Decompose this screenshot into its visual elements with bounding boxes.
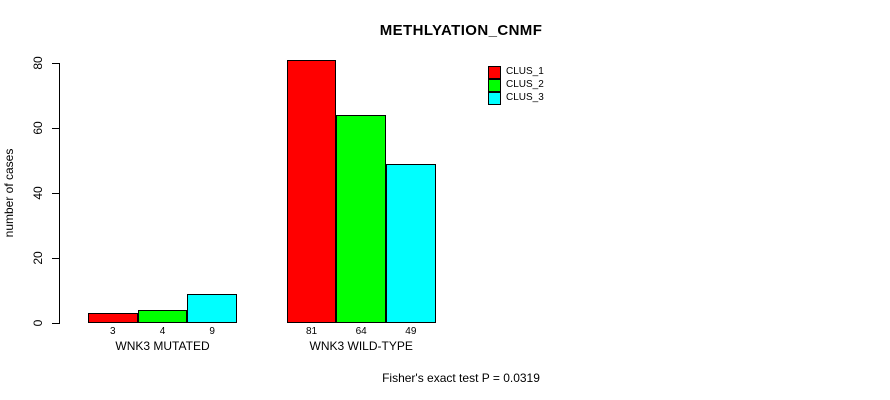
bar-value-label: 9 [209,326,215,337]
bar-wnk3-wild-type-clus-3 [386,163,436,323]
x-category-label-wnk3-wild-type: WNK3 WILD-TYPE [309,339,413,353]
y-axis-tick [52,323,59,324]
legend: CLUS_1 CLUS_2 CLUS_3 [488,65,544,105]
legend-item-clus-3: CLUS_3 [488,91,544,105]
legend-swatch-clus-1 [488,65,501,79]
y-axis-line [59,63,60,324]
bar-wnk3-mutated-clus-1 [88,313,138,323]
legend-label: CLUS_3 [506,92,544,103]
bar-value-label: 49 [405,326,417,337]
y-axis-tick-label: 80 [31,56,45,70]
y-axis-tick-label: 20 [31,251,45,265]
bar-wnk3-mutated-clus-3 [187,293,237,323]
y-axis-tick [52,193,59,194]
bar-wnk3-wild-type-clus-1 [286,59,337,323]
chart-title: METHLYATION_CNMF [379,22,543,39]
bar-value-label: 4 [159,326,166,337]
legend-swatch-clus-2 [488,78,501,92]
y-axis-tick [52,258,59,259]
bar-value-label: 81 [305,326,318,337]
annotation-fishers-test: Fisher's exact test P = 0.0319 [382,371,540,385]
y-axis-tick [52,63,59,64]
legend-label: CLUS_2 [506,79,544,90]
legend-swatch-clus-3 [488,91,501,105]
bar-value-label: 3 [110,326,116,337]
legend-label: CLUS_1 [506,66,544,77]
y-axis-tick-label: 0 [31,319,45,327]
y-axis-title: number of cases [2,148,16,238]
bar-value-label: 64 [355,326,367,337]
x-category-label-wnk3-mutated: WNK3 MUTATED [115,339,210,353]
bar-wnk3-wild-type-clus-2 [336,115,386,323]
y-axis-tick [52,128,59,129]
legend-item-clus-2: CLUS_2 [488,78,544,92]
y-axis-tick-label: 60 [31,121,45,135]
y-axis-tick-label: 40 [31,186,45,200]
legend-item-clus-1: CLUS_1 [488,65,544,79]
bar-wnk3-mutated-clus-2 [137,310,188,323]
